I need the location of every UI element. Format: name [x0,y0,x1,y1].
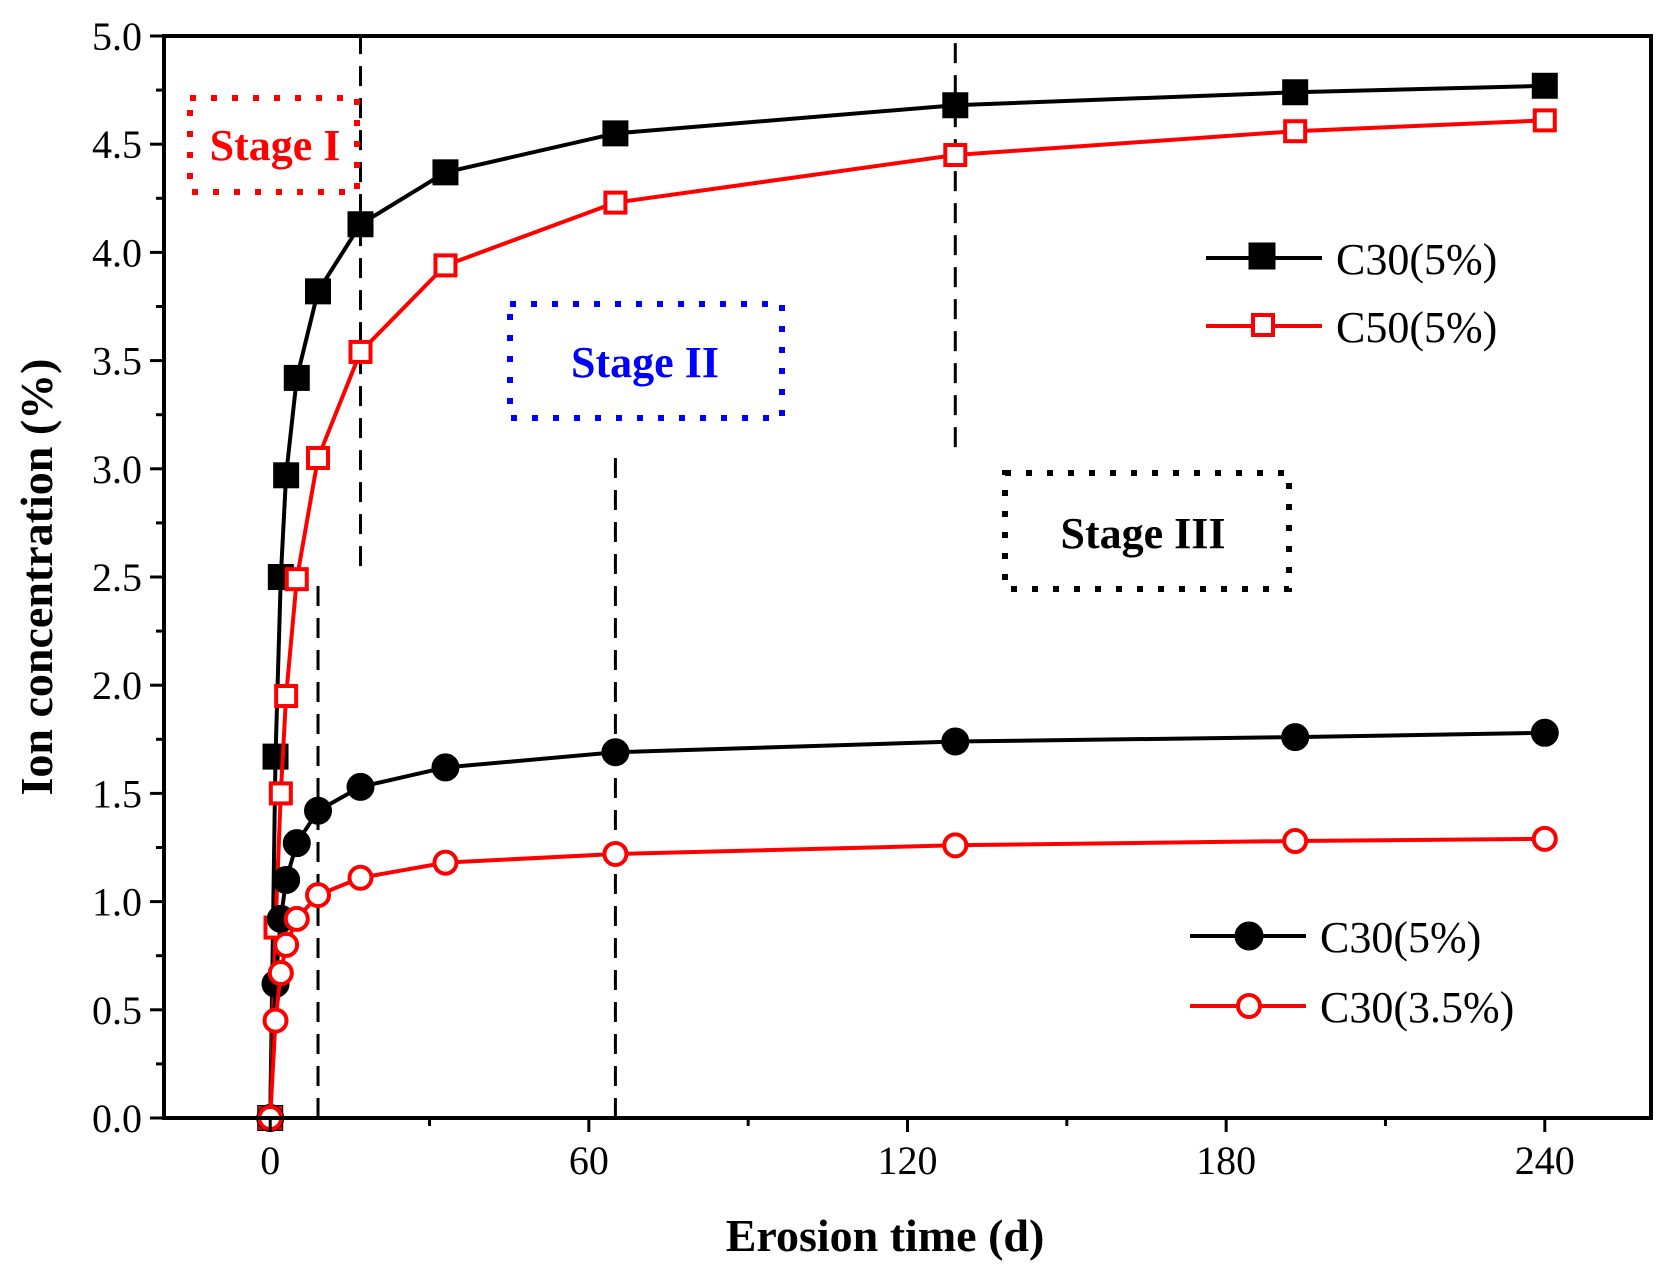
stage-3-label: Stage III [1060,509,1225,558]
series-1 [257,72,1558,1131]
data-point [942,832,969,859]
data-point [1282,79,1309,106]
legend-label-c50-5: C50(5%) [1336,303,1497,352]
data-point [272,865,301,894]
data-point [262,1007,289,1034]
stage-1-annotation: Stage I [187,95,360,195]
data-point [305,882,332,909]
stage-1-box [187,95,360,195]
data-point [274,684,299,709]
data-point [1531,825,1558,852]
y-tick-label: 2.0 [92,663,142,708]
data-point [273,931,300,958]
data-point [283,905,310,932]
x-tick-label: 0 [260,1138,280,1183]
legend-marker-circle-filled [1234,921,1264,951]
data-point [433,253,458,278]
y-tick-label: 1.0 [92,880,142,925]
data-point [1532,108,1557,133]
stage-2-box [507,301,785,421]
stage-2-annotation: Stage II [507,301,785,421]
series-4 [257,825,1558,1131]
data-point [1531,72,1558,99]
y-tick-label: 4.0 [92,230,142,275]
data-point [602,120,629,147]
data-point [603,190,628,215]
y-tick-label: 0.0 [92,1096,142,1141]
x-tick-label: 60 [569,1138,609,1183]
data-point [1281,723,1310,752]
y-tick-label: 4.5 [92,122,142,167]
legend-marker-square-open [1251,313,1275,337]
data-point [1530,718,1559,747]
y-tick-label: 2.5 [92,555,142,600]
data-point [601,738,630,767]
x-tick-label: 180 [1196,1138,1256,1183]
data-point [347,864,374,891]
data-point [943,143,968,168]
data-point [282,829,311,858]
data-point [942,92,969,119]
y-tick-label: 1.5 [92,771,142,816]
stage-1-label: Stage I [210,121,341,170]
legend-marker-square-filled [1248,242,1276,270]
legend-lower: C30(5%) C30(3.5%) [1190,913,1514,1032]
y-axis-title: Ion concentration (%) [11,359,62,796]
data-point [346,772,375,801]
reference-lines [316,36,957,1118]
y-tick-label: 0.5 [92,988,142,1033]
legend-label-c30-3-5: C30(3.5%) [1320,983,1514,1032]
legend-label-c30-5-square: C30(5%) [1336,235,1497,284]
x-tick-label: 120 [878,1138,938,1183]
x-axis-title: Erosion time (d) [726,1210,1045,1261]
data-point [268,781,293,806]
data-point [267,960,294,987]
data-point [1283,119,1308,144]
legend-upper: C30(5%) C50(5%) [1206,235,1497,352]
data-point [432,159,459,186]
series-layer [256,72,1559,1132]
data-point [284,567,309,592]
legend-marker-circle-open [1236,993,1262,1019]
stage-3-annotation: Stage III [1002,470,1292,592]
data-point [431,753,460,782]
y-tick-label: 3.0 [92,447,142,492]
series-line [268,118,1545,1119]
y-tick-label: 3.5 [92,339,142,384]
stage-2-label: Stage II [571,338,719,387]
series-line [268,83,1545,1119]
y-tick-label: 5.0 [92,14,142,59]
data-point [304,796,333,825]
data-point [347,211,374,238]
data-point [941,727,970,756]
data-point [306,445,331,470]
data-point [283,364,310,391]
data-point [1282,828,1309,855]
legend-label-c30-5-circle: C30(5%) [1320,913,1481,962]
series-line [268,836,1545,1119]
x-tick-label: 240 [1515,1138,1575,1183]
stage-3-box [1002,470,1292,592]
data-point [432,849,459,876]
data-point [305,278,332,305]
data-point [273,462,300,489]
axis-ticks: 0 60 120 180 240 0.0 0.5 1.0 1.5 2.0 2.5 3.0 3.5 4.0 4… [92,14,1575,1183]
data-point [602,840,629,867]
data-point [348,339,373,364]
